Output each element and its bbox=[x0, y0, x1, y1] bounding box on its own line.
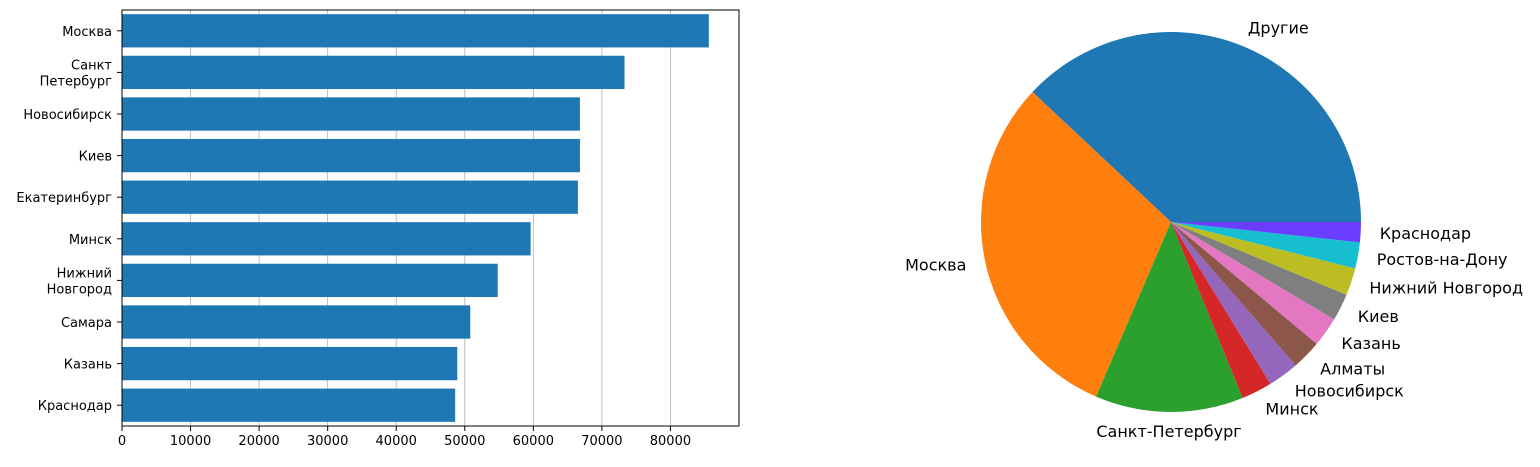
category-label-line: Киев bbox=[79, 150, 112, 165]
category-label: Екатеринбург bbox=[16, 191, 112, 206]
bar bbox=[122, 138, 580, 173]
category-label: Краснодар bbox=[38, 399, 112, 414]
pie-slice bbox=[981, 91, 1171, 397]
pie-label: Нижний Новгород bbox=[1369, 279, 1523, 298]
category-label: Самара bbox=[61, 316, 112, 331]
category-label: Нижний Новгород bbox=[47, 266, 112, 297]
category-label-line: Новгород bbox=[47, 282, 112, 297]
category-label: Киев bbox=[79, 150, 112, 165]
pie-label: Краснодар bbox=[1380, 224, 1471, 243]
bar bbox=[122, 305, 471, 339]
x-tick-label: 30000 bbox=[307, 434, 348, 449]
category-label-line: Москва bbox=[62, 25, 112, 40]
category-label-line: Петербург bbox=[40, 74, 113, 89]
category-label: Новосибирск bbox=[23, 108, 112, 123]
pie-label: Алматы bbox=[1320, 359, 1385, 378]
pie-label: Минск bbox=[1265, 399, 1318, 418]
pie-slice bbox=[1096, 222, 1243, 413]
category-label-line: Санкт bbox=[71, 58, 112, 73]
x-tick-label: 60000 bbox=[513, 434, 554, 449]
bar bbox=[122, 14, 709, 48]
category-label-line: Краснодар bbox=[38, 399, 112, 414]
plot-frame bbox=[121, 9, 740, 427]
pie-slice bbox=[1171, 222, 1271, 398]
pie-label: Новосибирск bbox=[1295, 381, 1404, 400]
pie-label: Ростов-на-Дону bbox=[1377, 250, 1508, 269]
bar bbox=[122, 222, 531, 256]
category-label-line: Самара bbox=[61, 316, 112, 331]
x-tick-label: 50000 bbox=[444, 434, 485, 449]
x-tick-label: 80000 bbox=[650, 434, 691, 449]
bar bbox=[122, 55, 625, 90]
category-label-line: Казань bbox=[64, 358, 112, 373]
category-label: Москва bbox=[62, 25, 112, 40]
category-label-line: Екатеринбург bbox=[16, 191, 112, 206]
pie-slice bbox=[1171, 222, 1335, 344]
bar bbox=[122, 388, 456, 422]
bar bbox=[122, 97, 580, 131]
pie-label: Казань bbox=[1341, 334, 1400, 353]
pie-label: Киев bbox=[1358, 307, 1399, 326]
bar bbox=[122, 180, 578, 214]
category-label-line: Новосибирск bbox=[23, 108, 112, 123]
x-tick-label: 0 bbox=[118, 434, 126, 449]
x-tick-label: 40000 bbox=[376, 434, 417, 449]
pie-slice bbox=[1171, 222, 1317, 366]
category-label-line: Минск bbox=[69, 233, 112, 248]
pie-slice bbox=[1171, 222, 1356, 295]
pie-label: Другие bbox=[1248, 19, 1309, 38]
pie-slice bbox=[1032, 31, 1361, 223]
x-tick-label: 20000 bbox=[238, 434, 279, 449]
category-label: Казань bbox=[64, 358, 112, 373]
x-tick-label: 70000 bbox=[581, 434, 622, 449]
pie-slice bbox=[1171, 222, 1360, 269]
category-label-line: Нижний bbox=[57, 266, 112, 281]
category-label: Санкт Петербург bbox=[40, 58, 113, 89]
bar bbox=[122, 263, 498, 298]
category-label: Минск bbox=[69, 233, 112, 248]
pie-label: Санкт-Петербург bbox=[1096, 422, 1241, 441]
pie-slice bbox=[1171, 222, 1347, 320]
pie-slice bbox=[1171, 222, 1361, 243]
bar bbox=[122, 346, 458, 381]
x-tick-label: 10000 bbox=[170, 434, 211, 449]
pie-label: Москва bbox=[905, 256, 966, 275]
pie-slice bbox=[1171, 222, 1296, 384]
